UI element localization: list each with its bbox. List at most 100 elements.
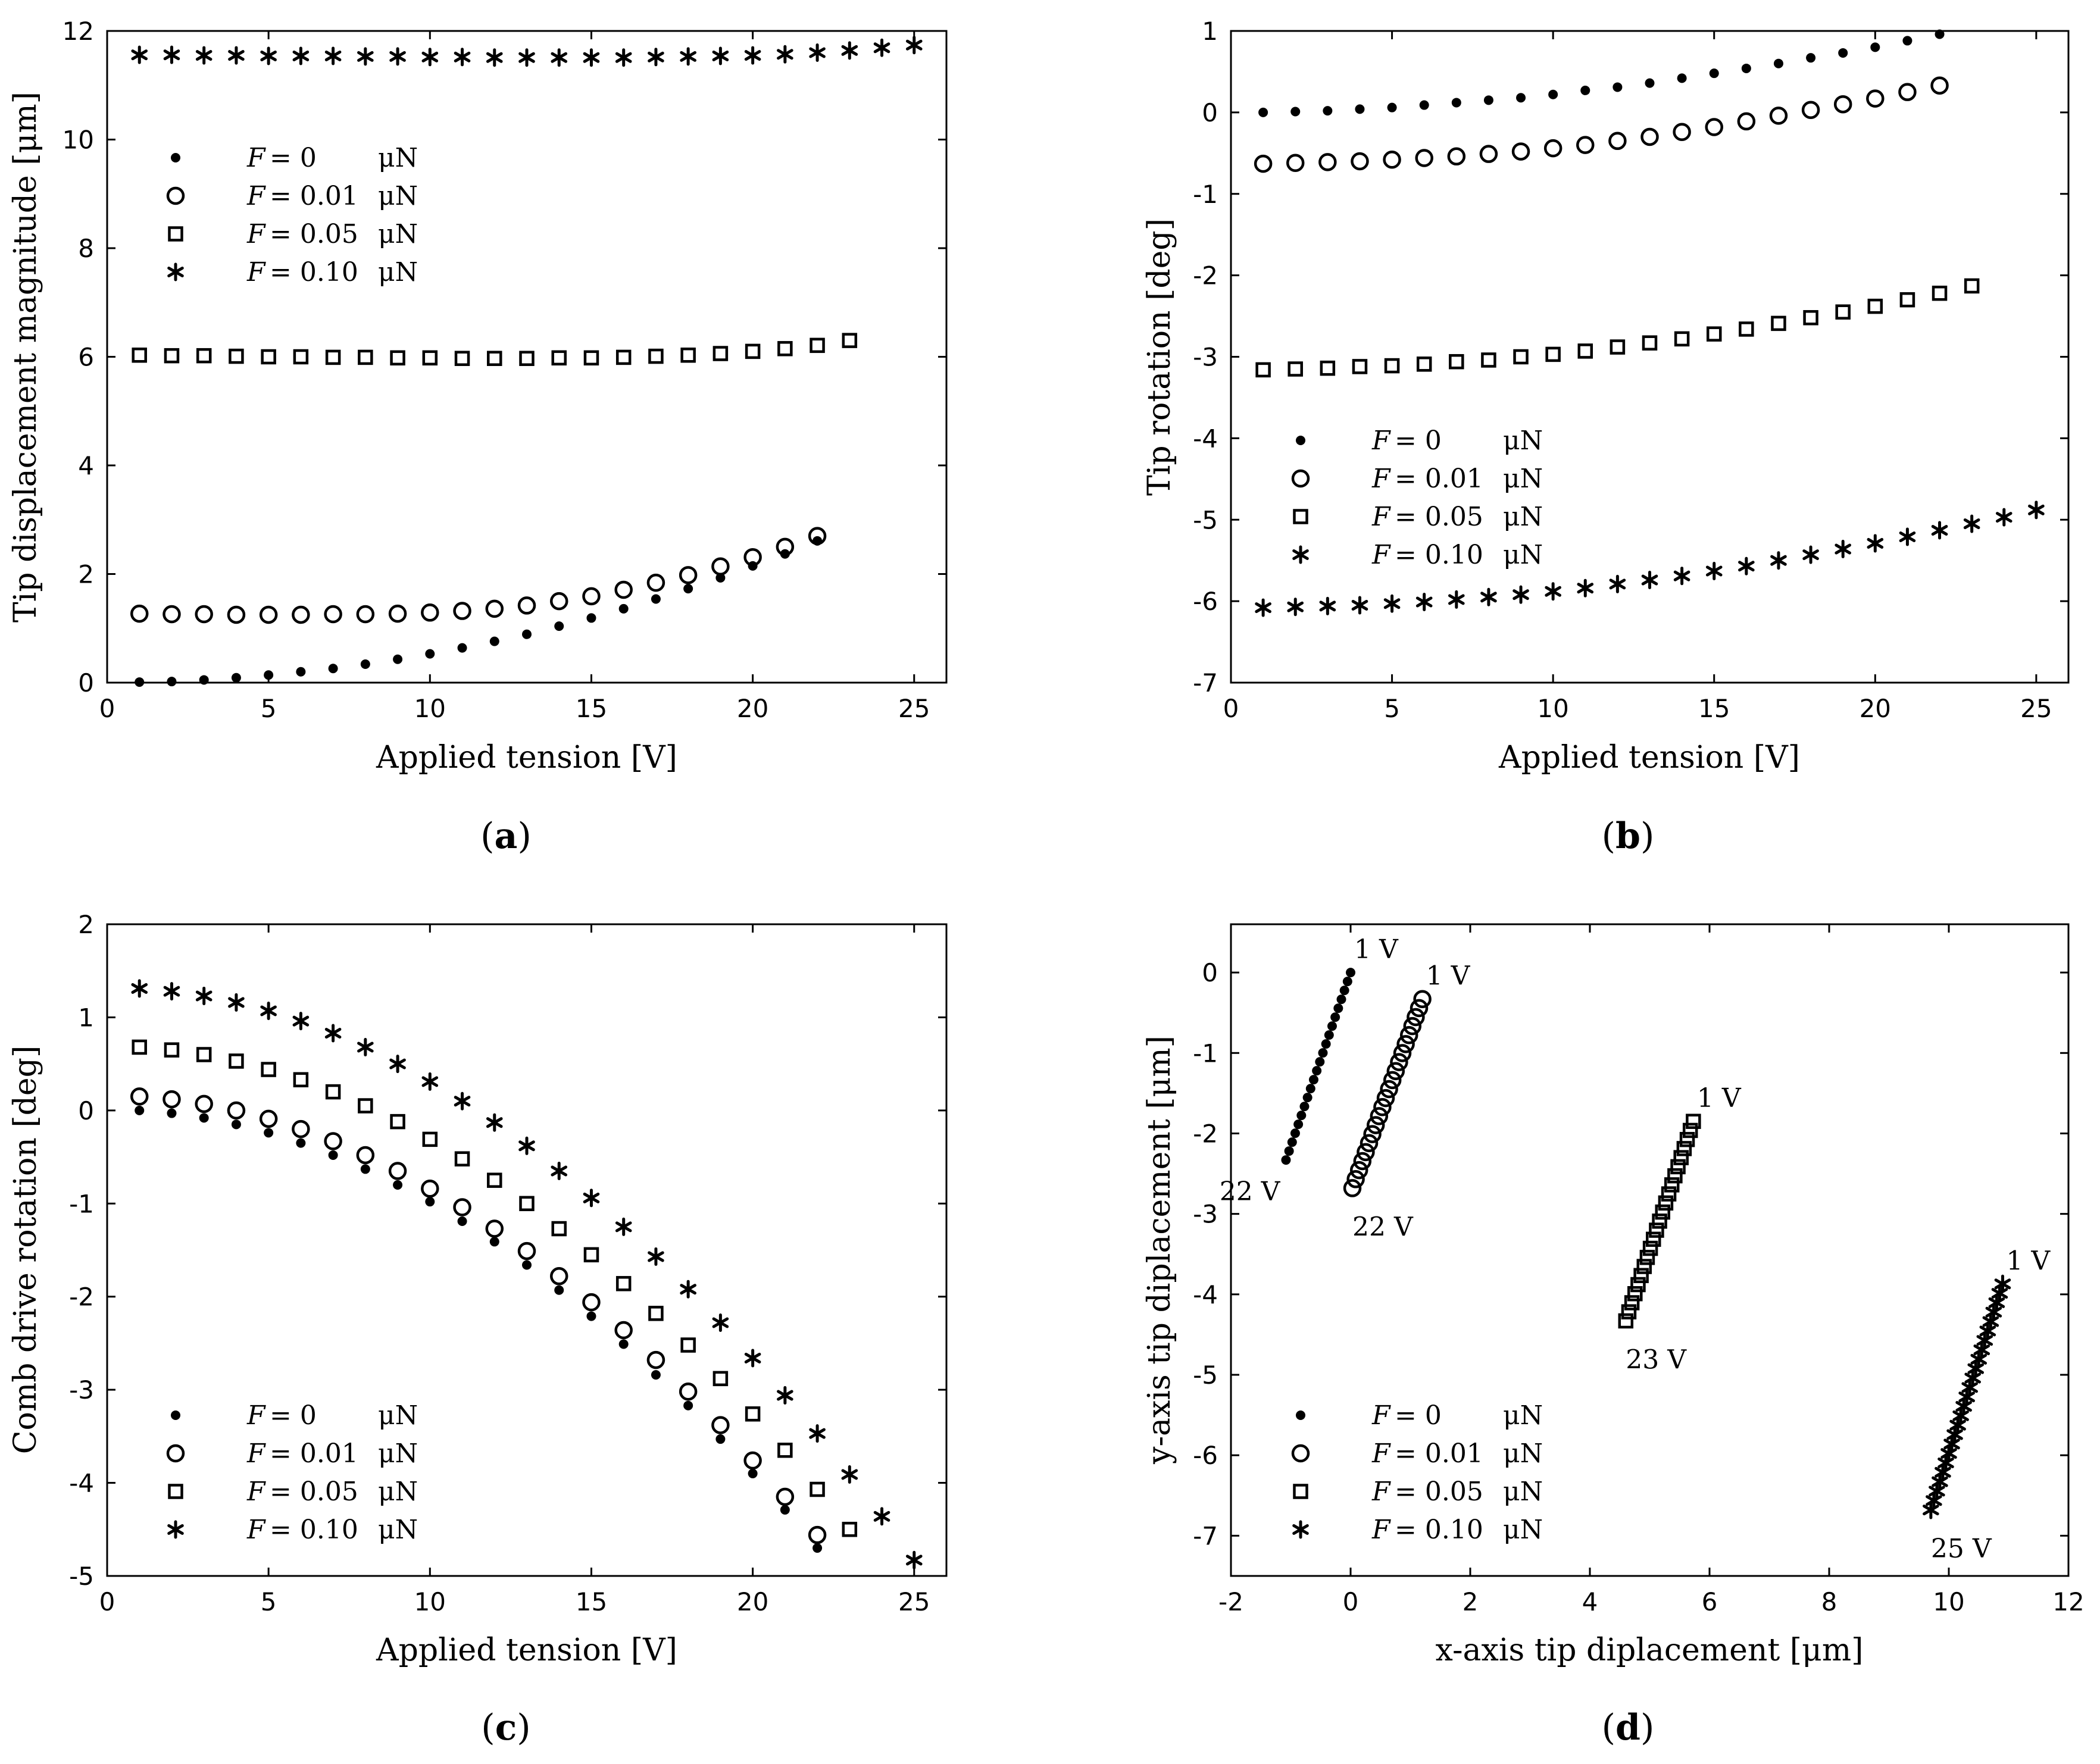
data-point	[649, 1307, 662, 1319]
chart-panel-c: 0 5 10 15 20 25 -5 -4 -3 -2 -1 0 1 2 Applied tension […	[8, 910, 948, 1668]
data-point	[712, 1418, 728, 1433]
legend-unit: μN	[1503, 1477, 1543, 1507]
data-point	[1408, 1009, 1423, 1025]
panel-label-b: (b)	[1601, 815, 1655, 857]
data-point	[617, 1219, 630, 1234]
y-tick-label: -2	[69, 1283, 94, 1312]
data-point	[585, 50, 598, 65]
data-point	[391, 49, 405, 64]
data-point	[843, 43, 857, 58]
y-tick-label: 1	[78, 1003, 94, 1032]
y-tick-label: 1	[1202, 17, 1218, 46]
data-point	[2030, 502, 2043, 518]
data-point	[1806, 53, 1816, 63]
legend-symbol: F	[246, 181, 266, 211]
y-axis-label: Tip rotation [deg]	[1142, 218, 1177, 496]
data-point	[264, 670, 274, 680]
data-point	[133, 981, 146, 996]
data-point	[1302, 1093, 1312, 1103]
legend-value: = 0.10	[270, 257, 358, 287]
data-point	[164, 1091, 179, 1107]
legend-value: = 0	[1395, 426, 1442, 456]
legend-symbol: F	[246, 219, 266, 249]
data-point	[1308, 1075, 1318, 1085]
panel-label-d: (d)	[1601, 1707, 1655, 1749]
data-point	[358, 606, 373, 622]
data-point	[1610, 133, 1625, 149]
x-axis-label: Applied tension [V]	[376, 740, 677, 775]
data-point	[1284, 1146, 1294, 1156]
data-point	[1612, 82, 1623, 92]
data-point	[230, 1055, 242, 1067]
y-tick-label: -7	[1193, 1521, 1218, 1550]
data-point	[1547, 348, 1560, 361]
data-point	[1417, 594, 1431, 609]
data-point	[326, 48, 340, 64]
data-point	[552, 1164, 566, 1179]
data-point	[553, 1222, 565, 1235]
y-tick-label: -4	[69, 1469, 94, 1498]
data-point	[780, 1505, 790, 1515]
legend-value: = 0.01	[270, 181, 358, 211]
y-tick-label: 12	[62, 17, 94, 46]
data-point	[585, 1190, 598, 1206]
data-point	[261, 1111, 276, 1127]
data-point	[1385, 152, 1400, 167]
panel-label-c: (c)	[481, 1707, 531, 1749]
data-point	[165, 1044, 178, 1056]
data-point	[1353, 598, 1367, 613]
plot-frame	[106, 30, 948, 684]
y-tick-label: 10	[62, 126, 94, 155]
x-tick-label: 20	[737, 1587, 768, 1616]
data-point	[294, 48, 308, 64]
legend-marker	[171, 153, 180, 162]
x-tick-label: 10	[414, 694, 446, 723]
plot-frame	[106, 923, 948, 1577]
data-point	[1545, 140, 1561, 156]
data-point	[422, 605, 438, 620]
data-point	[164, 606, 179, 622]
legend: F = 0 μNF = 0.01 μNF = 0.05 μNF = 0.10 μN	[168, 143, 418, 287]
data-point	[165, 984, 179, 999]
data-point	[1546, 584, 1560, 599]
data-point	[1997, 509, 2011, 525]
data-point	[1772, 317, 1785, 330]
x-axis-label: Applied tension [V]	[376, 1632, 677, 1668]
data-point	[1901, 293, 1914, 306]
data-point	[811, 45, 824, 61]
data-point	[1675, 568, 1689, 584]
y-tick-label: -2	[1193, 261, 1218, 290]
data-point	[326, 1133, 341, 1149]
legend-marker	[1293, 1446, 1308, 1461]
data-point	[1358, 1144, 1373, 1160]
data-point	[520, 50, 534, 65]
data-point	[1869, 300, 1882, 312]
data-point	[519, 598, 535, 613]
data-point	[1642, 129, 1658, 145]
x-tick-label: 5	[261, 694, 277, 723]
data-point	[360, 1164, 370, 1174]
data-point	[1419, 100, 1429, 110]
y-tick-label: 0	[78, 1096, 94, 1125]
data-point	[1293, 1119, 1304, 1130]
data-point	[1290, 1128, 1300, 1139]
data-point	[455, 1200, 470, 1215]
legend-value: = 0.05	[270, 219, 358, 249]
data-point	[586, 1311, 596, 1321]
series-square	[1620, 1115, 1700, 1327]
voltage-annotation: 1 V	[1354, 934, 1399, 965]
data-point	[812, 1543, 823, 1553]
data-point	[1580, 85, 1590, 95]
data-point	[1320, 154, 1335, 170]
data-point	[1342, 977, 1352, 987]
data-point	[262, 48, 276, 64]
data-point	[1336, 994, 1346, 1005]
x-tick-label: -2	[1218, 1587, 1243, 1616]
data-point	[649, 350, 662, 362]
data-point	[779, 342, 791, 355]
data-point	[393, 654, 403, 664]
x-tick-label: 4	[1582, 1587, 1598, 1616]
data-point	[359, 49, 373, 64]
data-point	[293, 1121, 308, 1137]
